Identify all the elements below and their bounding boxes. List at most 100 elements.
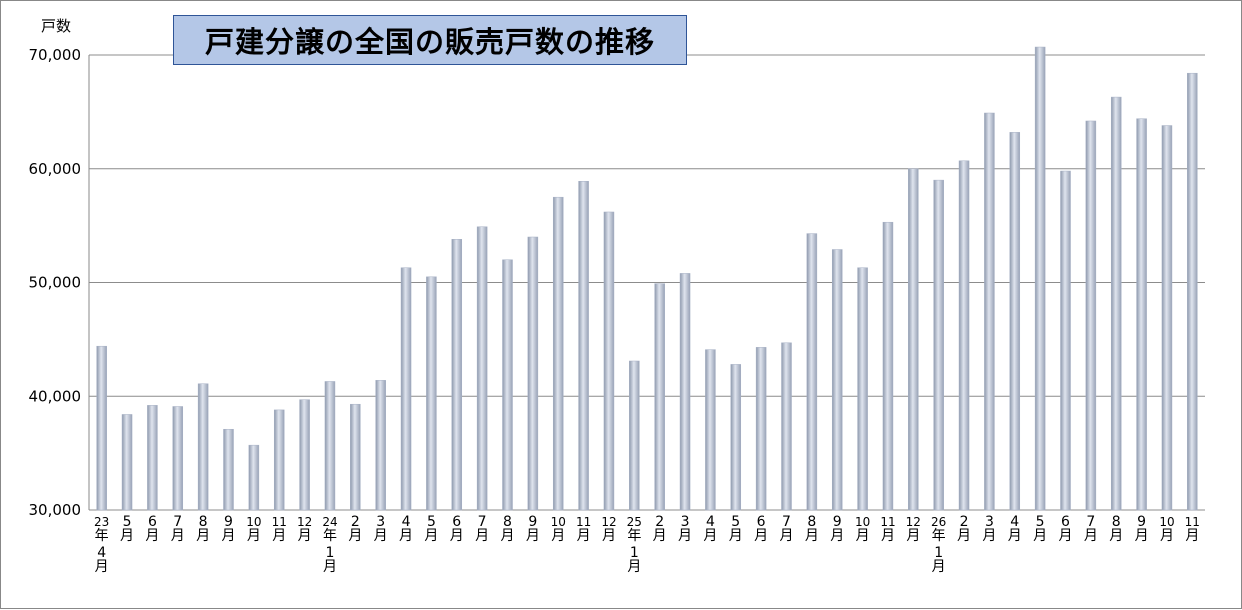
bar bbox=[958, 160, 970, 511]
bar bbox=[705, 349, 716, 511]
x-category-label: 10 月 bbox=[246, 515, 261, 544]
x-category-label: 10 月 bbox=[855, 515, 870, 544]
bar bbox=[755, 347, 767, 511]
bar bbox=[197, 383, 209, 511]
bar bbox=[121, 414, 133, 511]
y-tick-label: 70,000 bbox=[29, 46, 82, 64]
x-category-label: 12 月 bbox=[601, 515, 616, 544]
bar bbox=[172, 406, 184, 511]
bar bbox=[629, 360, 640, 511]
bar bbox=[831, 249, 843, 511]
y-tick-label: 50,000 bbox=[29, 274, 82, 292]
bar bbox=[527, 236, 539, 511]
bar bbox=[1034, 46, 1046, 511]
bar bbox=[1060, 170, 1071, 511]
bar bbox=[603, 211, 615, 511]
bar bbox=[400, 267, 412, 511]
bar bbox=[806, 233, 818, 511]
bar bbox=[882, 221, 894, 511]
bar bbox=[679, 273, 691, 511]
bar bbox=[552, 196, 564, 511]
bar bbox=[730, 364, 742, 511]
bar bbox=[1161, 125, 1173, 511]
x-category-label: 11 月 bbox=[880, 515, 895, 544]
chart-title-box: 戸建分譲の全国の販売戸数の推移 bbox=[173, 15, 687, 65]
bar bbox=[451, 239, 463, 511]
x-category-label: 26 年 1 月 bbox=[931, 515, 946, 575]
bar bbox=[299, 399, 310, 511]
bar bbox=[273, 409, 285, 511]
y-axis-label: 戸数 bbox=[41, 17, 72, 35]
x-category-label: 11 月 bbox=[576, 515, 591, 544]
bar bbox=[96, 345, 107, 511]
x-axis-category-labels: 23 年 4 月 5 月 6 月 7 月 8 月 9 月 10 月 11 月 12 月 24 年 1 月 2 月 3 月 4 月 5 月 6 月 7… bbox=[94, 514, 1200, 575]
bar bbox=[1136, 118, 1147, 511]
bar bbox=[1085, 120, 1097, 511]
bar bbox=[654, 283, 665, 511]
bar bbox=[933, 179, 944, 511]
y-tick-label: 40,000 bbox=[29, 387, 82, 405]
y-tick-label: 30,000 bbox=[29, 501, 82, 519]
bar bbox=[502, 259, 513, 511]
bar bbox=[1110, 96, 1122, 511]
x-category-label: 25 年 1 月 bbox=[627, 515, 642, 575]
bar bbox=[857, 267, 868, 511]
x-category-label: 10 月 bbox=[551, 515, 566, 544]
bar bbox=[375, 380, 386, 511]
x-category-label: 11 月 bbox=[1185, 515, 1200, 544]
bar bbox=[324, 381, 336, 511]
bar bbox=[426, 276, 437, 511]
bars bbox=[96, 46, 1198, 511]
x-category-label: 23 年 4 月 bbox=[94, 515, 109, 575]
bar bbox=[984, 112, 995, 511]
x-category-label: 12 月 bbox=[906, 515, 921, 544]
x-category-label: 12 月 bbox=[297, 515, 312, 544]
y-axis-tick-labels: 30,000 40,000 50,000 60,000 70,000 bbox=[29, 46, 82, 519]
bar bbox=[578, 181, 589, 511]
x-category-label: 24 年 1 月 bbox=[322, 515, 337, 575]
bar bbox=[1187, 72, 1198, 511]
chart-title: 戸建分譲の全国の販売戸数の推移 bbox=[204, 25, 655, 59]
bar bbox=[1009, 132, 1021, 511]
bar bbox=[476, 226, 488, 511]
x-category-label: 10 月 bbox=[1159, 515, 1174, 544]
bar bbox=[248, 444, 260, 511]
x-category-label: 11 月 bbox=[272, 515, 287, 544]
bar bbox=[908, 168, 919, 511]
bar bbox=[223, 428, 234, 511]
bar bbox=[781, 342, 792, 511]
y-tick-label: 60,000 bbox=[29, 160, 82, 178]
bar bbox=[147, 405, 158, 511]
